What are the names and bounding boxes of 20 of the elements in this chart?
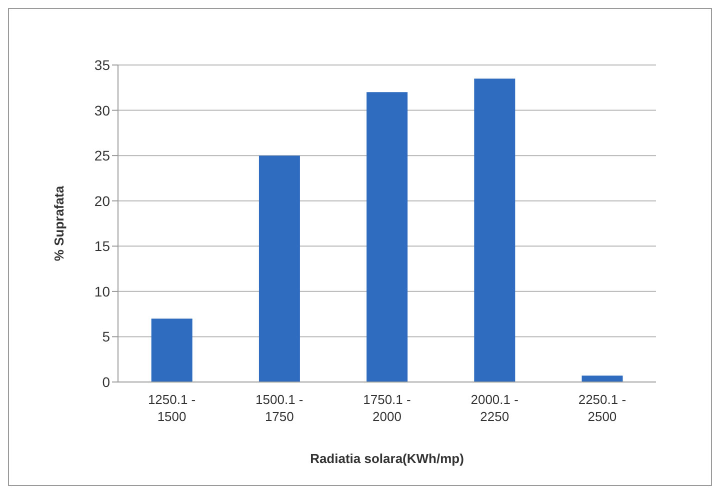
- y-tick-label: 5: [102, 328, 110, 345]
- bar: [582, 376, 623, 382]
- y-axis-title: % Suprafata: [52, 185, 67, 262]
- x-tick-label: 2250.1 - 2500: [578, 392, 626, 424]
- bar: [366, 92, 408, 382]
- y-tick-label: 30: [94, 102, 110, 118]
- y-tick-label: 35: [94, 56, 110, 73]
- bar: [474, 78, 516, 382]
- y-tick-label: 25: [94, 148, 110, 164]
- x-tick-label: 1750.1 - 2000: [363, 392, 411, 424]
- bar: [258, 156, 300, 382]
- y-tick-label: 20: [94, 192, 110, 209]
- x-tick-label: 1250.1 - 1500: [148, 392, 196, 424]
- x-tick-label: 1500.1 - 1750: [256, 392, 304, 424]
- x-tick-label: 2000.1 - 2250: [470, 392, 518, 424]
- bar: [151, 318, 192, 382]
- x-axis-title: Radiatia solara(KWh/mp): [310, 451, 464, 466]
- y-tick-label: 15: [94, 238, 110, 254]
- y-tick-label: 0: [102, 374, 110, 390]
- y-tick-label: 10: [94, 283, 110, 300]
